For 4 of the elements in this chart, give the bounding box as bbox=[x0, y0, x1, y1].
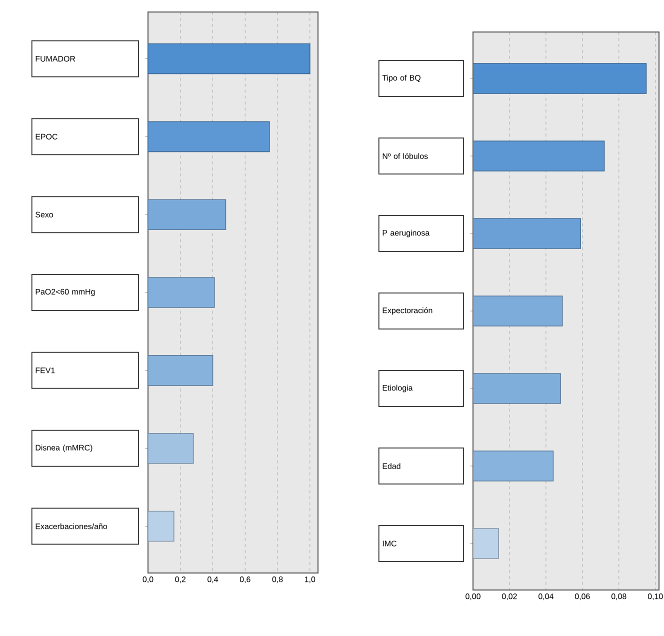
bar bbox=[473, 63, 647, 94]
bar bbox=[473, 373, 561, 404]
bar bbox=[473, 528, 499, 559]
bar bbox=[473, 218, 581, 249]
